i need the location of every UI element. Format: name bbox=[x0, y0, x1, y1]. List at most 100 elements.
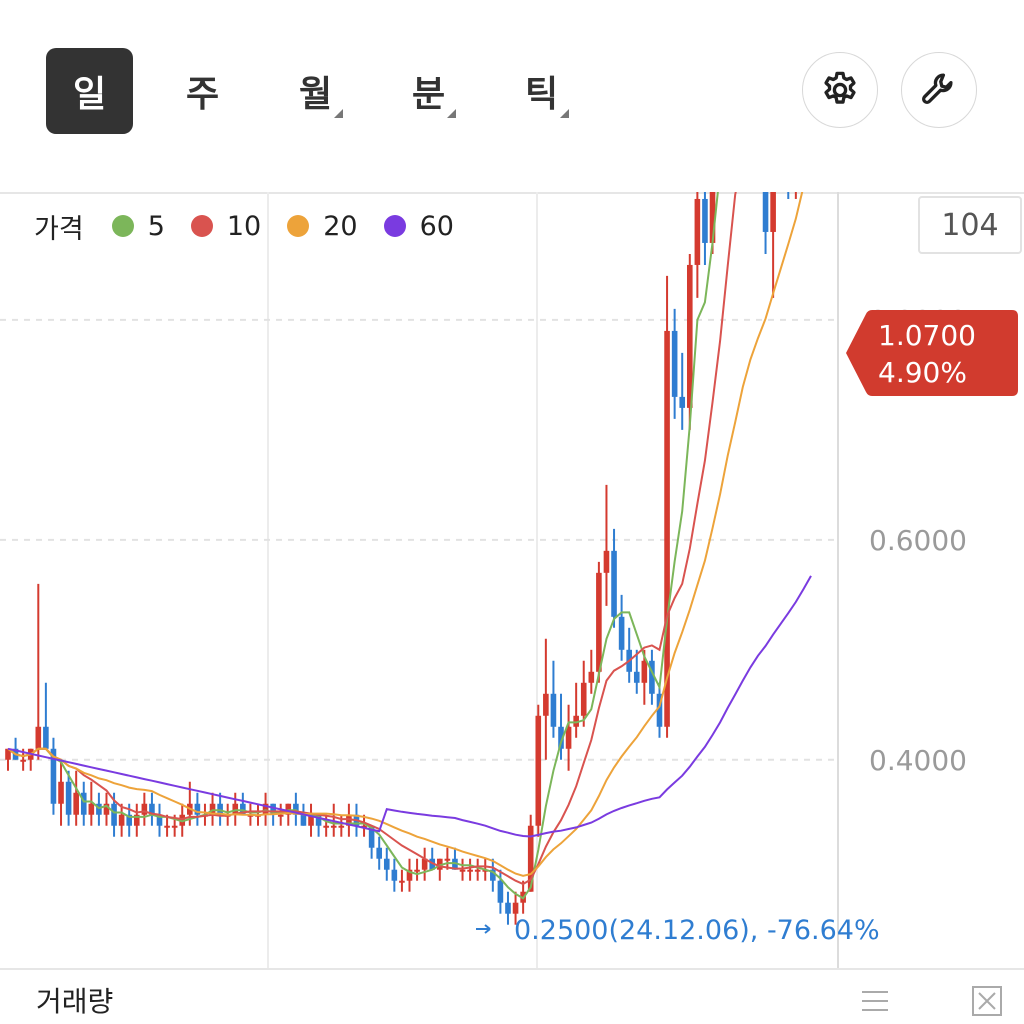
candle-body bbox=[315, 814, 322, 826]
candle-body bbox=[694, 198, 701, 265]
close-box-icon[interactable] bbox=[970, 984, 1004, 1018]
candle-body bbox=[596, 572, 602, 672]
candle-body bbox=[550, 693, 557, 727]
settings-button[interactable] bbox=[802, 52, 878, 128]
candle-body bbox=[558, 726, 564, 749]
legend-dot bbox=[190, 215, 213, 237]
candle-body bbox=[452, 858, 458, 870]
wrench-icon bbox=[922, 73, 953, 104]
candle-body bbox=[5, 748, 11, 760]
tab-day[interactable]: 일 bbox=[46, 48, 133, 134]
legend-ma5[interactable]: 5 bbox=[111, 211, 165, 242]
menu-icon[interactable] bbox=[858, 984, 892, 1018]
candle-body bbox=[497, 880, 504, 903]
current-change: 4.90% bbox=[878, 356, 967, 389]
candle-body bbox=[406, 869, 413, 881]
tab-minute[interactable]: 분 bbox=[385, 48, 472, 134]
legend-ma10[interactable]: 10 bbox=[190, 210, 262, 242]
tab-tick[interactable]: 틱 bbox=[498, 48, 585, 134]
candle-body bbox=[118, 814, 125, 826]
candle-body bbox=[543, 693, 549, 716]
candle-body bbox=[247, 814, 254, 817]
candle-body bbox=[641, 660, 648, 683]
candle-body bbox=[133, 814, 140, 826]
candle-body bbox=[618, 616, 625, 650]
tools-button[interactable] bbox=[901, 52, 977, 128]
candle-body bbox=[361, 825, 367, 828]
low-annotation: 0.2500(24.12.06), -76.64% bbox=[514, 915, 880, 946]
candle-body bbox=[240, 803, 246, 815]
top-divider bbox=[0, 192, 1024, 194]
ma-line-10 bbox=[7, 192, 737, 886]
candle-body bbox=[383, 858, 390, 870]
legend-ma20[interactable]: 20 bbox=[287, 211, 358, 242]
candle-body bbox=[679, 396, 686, 408]
candle-body bbox=[633, 671, 640, 683]
top-toolbar: 일 주 월 분 틱 bbox=[0, 0, 1024, 192]
candle-body bbox=[96, 803, 102, 815]
candle-body bbox=[308, 814, 314, 826]
candle-body bbox=[73, 792, 79, 815]
legend-label: 10 bbox=[226, 210, 262, 242]
candle-body bbox=[126, 814, 133, 826]
chart-legend: 가격 5 10 20 60 bbox=[34, 206, 480, 246]
price-tag-shape bbox=[846, 310, 1018, 396]
tab-label: 분 bbox=[411, 74, 446, 115]
candle-body bbox=[649, 660, 655, 694]
candle-body bbox=[88, 803, 95, 815]
candle-body bbox=[209, 803, 216, 815]
candle-body bbox=[399, 880, 405, 883]
candle-body bbox=[217, 803, 223, 815]
candle-body bbox=[35, 726, 42, 749]
tab-label: 틱 bbox=[524, 74, 559, 115]
candle-body bbox=[709, 192, 716, 243]
candle-body bbox=[164, 825, 170, 828]
candle-body bbox=[505, 902, 511, 914]
candle-body bbox=[65, 781, 72, 815]
candle-body bbox=[527, 825, 534, 892]
legend-label: 60 bbox=[419, 210, 454, 242]
candle-body bbox=[368, 825, 375, 848]
ma-line-20 bbox=[7, 192, 804, 877]
candle-body bbox=[50, 748, 57, 804]
candle-body bbox=[573, 715, 579, 727]
candle-body bbox=[459, 869, 466, 872]
candle-body bbox=[338, 825, 345, 828]
candle-body bbox=[285, 803, 292, 815]
candle-body bbox=[588, 671, 595, 683]
dropdown-corner-icon bbox=[560, 109, 569, 118]
candle-body bbox=[490, 869, 496, 881]
tab-label: 일 bbox=[72, 74, 107, 115]
legend-ma60[interactable]: 60 bbox=[383, 210, 454, 242]
candle-body bbox=[156, 814, 163, 826]
current-price: 1.0700 bbox=[878, 319, 976, 352]
ma-line-5 bbox=[7, 192, 719, 900]
price-chart[interactable]: 1.20000.80000.60000.40001.2000(25.01.27)… bbox=[0, 192, 1024, 968]
candle-body bbox=[762, 192, 769, 232]
candle-body bbox=[194, 803, 201, 815]
candle-body bbox=[277, 814, 284, 817]
candle-body bbox=[429, 858, 436, 870]
arrow-right-icon bbox=[476, 924, 491, 934]
candle-body bbox=[603, 550, 610, 573]
tab-month[interactable]: 월 bbox=[272, 48, 359, 134]
candle-body bbox=[414, 869, 420, 872]
candle-body bbox=[664, 330, 670, 727]
candle-body bbox=[770, 192, 776, 232]
y-tick-label: 0.6000 bbox=[869, 524, 967, 557]
dropdown-corner-icon bbox=[447, 109, 456, 118]
candle-body bbox=[103, 803, 110, 815]
candle-body bbox=[421, 858, 428, 870]
candle-body bbox=[80, 792, 87, 815]
tab-week[interactable]: 주 bbox=[159, 48, 246, 134]
period-count-box[interactable]: 104 bbox=[918, 196, 1022, 254]
candle-body bbox=[330, 825, 337, 828]
candle-body bbox=[149, 803, 155, 815]
candle-body bbox=[293, 803, 299, 815]
tab-label: 월 bbox=[298, 74, 333, 115]
candle-body bbox=[391, 869, 398, 881]
gear-icon bbox=[824, 71, 856, 104]
candle-body bbox=[512, 902, 519, 914]
candle-body bbox=[702, 198, 708, 243]
candle-body bbox=[437, 858, 443, 870]
